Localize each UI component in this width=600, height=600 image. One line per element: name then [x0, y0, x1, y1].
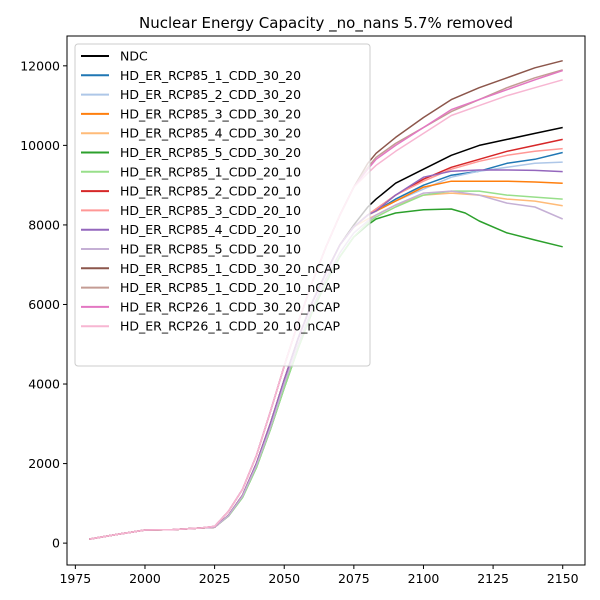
x-tick-label: 2000 [129, 571, 161, 586]
legend-label: HD_ER_RCP26_1_CDD_20_10_nCAP [120, 319, 341, 334]
legend-label: HD_ER_RCP85_4_CDD_30_20 [120, 126, 301, 141]
x-axis: 1975 2000 2025 2050 2075 2100 2125 2150 [59, 565, 579, 586]
legend-label: HD_ER_RCP85_2_CDD_20_10 [120, 184, 301, 199]
y-tick-label: 0 [52, 536, 60, 551]
legend-label: HD_ER_RCP85_1_CDD_30_20 [120, 68, 301, 83]
x-tick-label: 2125 [477, 571, 509, 586]
legend-box [74, 43, 371, 367]
legend-label: HD_ER_RCP85_3_CDD_30_20 [120, 106, 301, 121]
plot-frame [66, 35, 586, 566]
legend-label: HD_ER_RCP85_1_CDD_20_10_nCAP [120, 280, 341, 295]
legend-label: HD_ER_RCP85_3_CDD_20_10 [120, 203, 301, 218]
y-tick-label: 10000 [20, 138, 60, 153]
x-tick-label: 2025 [199, 571, 231, 586]
x-tick-label: 2075 [338, 571, 370, 586]
legend-label: HD_ER_RCP85_1_CDD_30_20_nCAP [120, 261, 341, 276]
y-tick-label: 12000 [20, 58, 60, 73]
legend: NDC HD_ER_RCP85_1_CDD_30_20 HD_ER_RCP85_2_… [74, 43, 371, 367]
legend-label: HD_ER_RCP85_5_CDD_30_20 [120, 145, 301, 160]
y-tick-label: 6000 [28, 297, 60, 312]
legend-label: HD_ER_RCP85_1_CDD_20_10 [120, 164, 301, 179]
x-tick-label: 1975 [59, 571, 91, 586]
x-tick-label: 2100 [408, 571, 440, 586]
y-axis: 0 2000 4000 6000 8000 10000 12000 [20, 58, 67, 551]
chart-title: Nuclear Energy Capacity _no_nans 5.7% re… [139, 14, 513, 33]
y-tick-label: 8000 [28, 217, 60, 232]
legend-label: HD_ER_RCP85_2_CDD_30_20 [120, 87, 301, 102]
legend-label: NDC [120, 49, 148, 64]
y-tick-label: 4000 [28, 377, 60, 392]
legend-label: HD_ER_RCP85_5_CDD_20_10 [120, 242, 301, 257]
x-tick-label: 2150 [547, 571, 579, 586]
y-tick-label: 2000 [28, 456, 60, 471]
legend-label: HD_ER_RCP26_1_CDD_30_20_nCAP [120, 299, 341, 314]
legend-label: HD_ER_RCP85_4_CDD_20_10 [120, 222, 301, 237]
x-tick-label: 2050 [268, 571, 300, 586]
